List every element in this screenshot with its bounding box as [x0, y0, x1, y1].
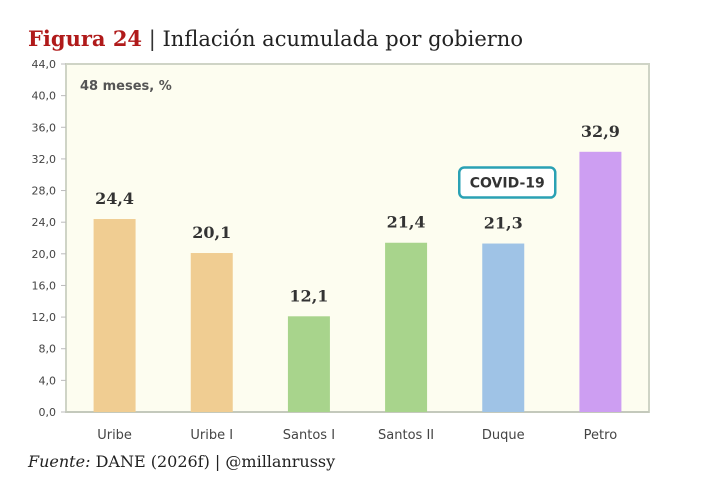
y-tick-label: 8,0	[39, 343, 57, 356]
value-label-petro: 32,9	[581, 122, 620, 141]
x-axis-labels-group: Uribe Uribe I Santos I Santos II Duque Petro	[97, 428, 617, 443]
value-label-duque: 21,3	[484, 214, 523, 233]
covid-annotation: COVID-19	[458, 166, 557, 199]
x-label-santos-i: Santos I	[283, 428, 335, 443]
bar-duque	[482, 243, 525, 412]
value-label-santos-ii: 21,4	[387, 213, 426, 232]
covid-annotation-box	[458, 166, 557, 199]
value-label-uribe-i: 20,1	[192, 223, 231, 242]
source-note: Fuente: DANE (2026f) | @millanrussy	[28, 452, 335, 471]
value-labels-group: 24,4 20,1 12,1 21,4 21,3 32,9	[95, 122, 620, 306]
bar-petro	[579, 151, 622, 413]
x-label-santos-ii: Santos II	[378, 428, 434, 443]
y-tick-label: 4,0	[39, 374, 57, 387]
bar-uribe	[93, 219, 136, 412]
y-tick-label: 44,0	[32, 58, 57, 71]
chart-subtitle: 48 meses, %	[80, 79, 172, 94]
figure-label: Figura 24	[28, 26, 143, 51]
bar-uribe-i	[190, 253, 233, 412]
title-separator: |	[148, 27, 156, 51]
x-label-uribe-i: Uribe I	[190, 428, 233, 443]
value-label-santos-i: 12,1	[289, 286, 328, 305]
x-label-petro: Petro	[584, 428, 618, 443]
x-label-uribe: Uribe	[97, 428, 132, 443]
x-label-duque: Duque	[482, 428, 525, 443]
bar-santos-ii	[385, 242, 428, 412]
y-tick-label: 20,0	[32, 248, 57, 261]
chart-title: Figura 24 | Inflación acumulada por gobi…	[28, 26, 523, 51]
bars-group	[93, 151, 622, 413]
y-tick-label: 28,0	[32, 185, 57, 198]
y-tick-label: 24,0	[32, 216, 57, 229]
y-tick-label: 0,0	[39, 406, 57, 419]
title-text: Inflación acumulada por gobierno	[162, 27, 523, 51]
covid-annotation-label: COVID-19	[470, 176, 545, 192]
y-tick-label: 32,0	[32, 153, 57, 166]
value-label-uribe: 24,4	[95, 189, 134, 208]
plot-area	[65, 63, 650, 413]
y-tick-label: 40,0	[32, 90, 57, 103]
source-text: DANE (2026f) | @millanrussy	[95, 452, 336, 471]
y-tick-label: 16,0	[32, 279, 57, 292]
y-tick-label: 36,0	[32, 121, 57, 134]
source-label: Fuente:	[28, 452, 91, 471]
y-tick-label: 12,0	[32, 311, 57, 324]
y-axis-ticks: 0,0 4,0 8,0 12,0 16,0 20,0 24,0 28,0 32,0 36,0 40,…	[32, 58, 66, 419]
bar-santos-i	[287, 316, 330, 412]
